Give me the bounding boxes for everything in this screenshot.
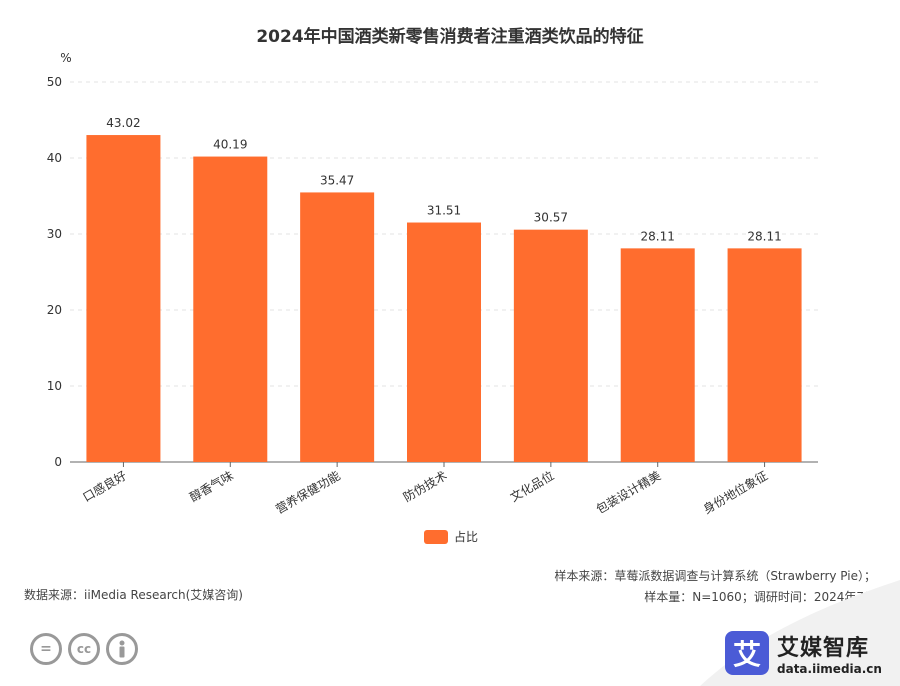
legend[interactable]: 占比 bbox=[424, 528, 478, 545]
cc-icon: cc bbox=[68, 633, 100, 665]
data-label: 40.19 bbox=[213, 138, 247, 152]
chart-title: 2024年中国酒类新零售消费者注重酒类饮品的特征 bbox=[256, 27, 644, 47]
x-tick-label: 营养保健功能 bbox=[273, 468, 343, 517]
data-label: 28.11 bbox=[747, 229, 781, 243]
y-tick-label: 50 bbox=[47, 75, 62, 89]
bar bbox=[86, 135, 161, 462]
sample-info: 样本来源：草莓派数据调查与计算系统（Strawberry Pie）； 样本量：N… bbox=[554, 566, 876, 608]
x-tick-label: 醇香气味 bbox=[187, 468, 236, 505]
brand-logo-icon: 艾 bbox=[725, 631, 769, 675]
x-tick-label: 文化品位 bbox=[507, 468, 556, 505]
x-tick-label: 身份地位象征 bbox=[700, 468, 770, 517]
person-icon bbox=[106, 633, 138, 665]
bar bbox=[620, 248, 695, 462]
y-tick-label: 40 bbox=[47, 151, 62, 165]
legend-swatch bbox=[424, 529, 448, 544]
x-tick-label: 口感良好 bbox=[80, 468, 129, 505]
brand: 艾 艾媒智库 data.iimedia.cn bbox=[725, 630, 882, 676]
data-label: 28.11 bbox=[641, 229, 675, 243]
brand-url: data.iimedia.cn bbox=[777, 662, 882, 676]
sample-source: 样本来源：草莓派数据调查与计算系统（Strawberry Pie）； bbox=[554, 569, 876, 583]
y-tick-label: 0 bbox=[54, 455, 62, 469]
sample-size-date: 样本量：N=1060；调研时间：2024年7月 bbox=[644, 590, 876, 604]
bar bbox=[513, 229, 588, 462]
bar bbox=[727, 248, 802, 462]
x-tick-label: 防伪技术 bbox=[400, 468, 449, 505]
data-label: 30.57 bbox=[534, 211, 568, 225]
y-tick-label: 20 bbox=[47, 303, 62, 317]
bar bbox=[300, 192, 375, 463]
bar bbox=[193, 156, 268, 462]
y-tick-label: 10 bbox=[47, 379, 62, 393]
legend-label: 占比 bbox=[454, 530, 479, 544]
x-tick-label: 包装设计精美 bbox=[594, 468, 663, 516]
data-label: 35.47 bbox=[320, 173, 354, 187]
data-label: 31.51 bbox=[427, 204, 461, 218]
y-axis-unit: % bbox=[60, 51, 71, 65]
bar-chart: 0 10 20 30 40 50% 43.02 口感良好 40.19 醇香气味 35.47 营养保健功… bbox=[47, 51, 818, 517]
license-icons: = cc bbox=[30, 633, 138, 665]
brand-name: 艾媒智库 bbox=[777, 636, 870, 661]
equals-icon: = bbox=[30, 633, 62, 665]
bar bbox=[407, 222, 481, 462]
data-label: 43.02 bbox=[106, 116, 140, 130]
y-tick-label: 30 bbox=[47, 227, 62, 241]
data-source: 数据来源：iiMedia Research(艾媒咨询) bbox=[24, 588, 243, 602]
